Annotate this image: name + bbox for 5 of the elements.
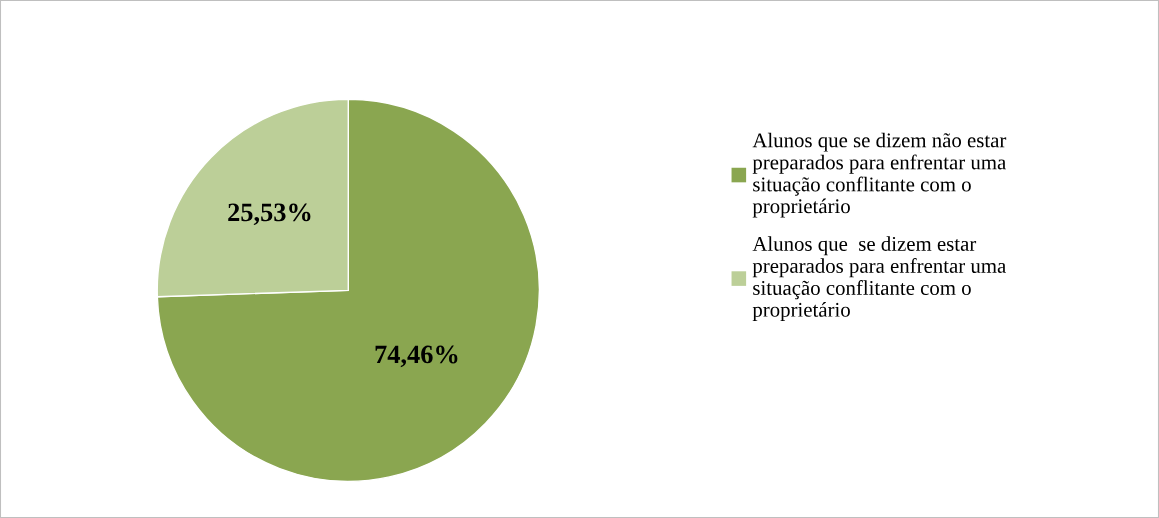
pie-slice (156, 98, 541, 483)
legend-label: Alunos que se dizem não estar preparados para enfrentar uma situação conflitante com o proprietário (752, 132, 1007, 218)
data-label: 74,46% (375, 345, 458, 368)
legend-label: Alunos que se dizem estar preparados para enfrentar uma situação conflitante com o proprietário (752, 236, 1006, 322)
data-label: 25,53% (228, 203, 311, 226)
